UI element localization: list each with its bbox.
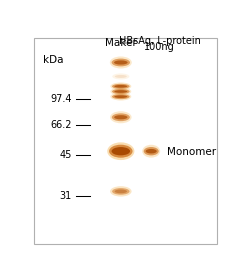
Ellipse shape [112, 73, 129, 80]
Ellipse shape [146, 149, 157, 153]
Ellipse shape [112, 113, 130, 121]
Ellipse shape [110, 186, 132, 197]
Ellipse shape [111, 147, 130, 155]
Text: HBsAg, L-protein: HBsAg, L-protein [119, 36, 201, 46]
Ellipse shape [142, 145, 160, 158]
Ellipse shape [110, 93, 131, 100]
Ellipse shape [114, 90, 127, 93]
Ellipse shape [110, 88, 131, 95]
Ellipse shape [114, 85, 127, 88]
Text: 66.2: 66.2 [50, 120, 72, 130]
Text: kDa: kDa [43, 55, 64, 65]
Ellipse shape [115, 75, 127, 78]
Text: Maker: Maker [105, 38, 137, 48]
Ellipse shape [144, 147, 159, 155]
Ellipse shape [110, 111, 132, 123]
Text: 45: 45 [59, 150, 72, 160]
Text: 31: 31 [59, 191, 72, 201]
Text: 100ng: 100ng [144, 42, 175, 52]
Ellipse shape [112, 84, 130, 89]
Ellipse shape [114, 115, 127, 119]
Ellipse shape [110, 56, 132, 69]
Ellipse shape [114, 95, 127, 98]
Ellipse shape [112, 59, 130, 66]
Ellipse shape [115, 189, 127, 193]
Ellipse shape [110, 83, 131, 90]
Ellipse shape [112, 188, 130, 195]
Ellipse shape [107, 142, 135, 160]
Ellipse shape [109, 145, 133, 158]
Ellipse shape [114, 60, 128, 64]
Text: Monomer: Monomer [167, 147, 216, 157]
Text: 97.4: 97.4 [50, 94, 72, 104]
Ellipse shape [112, 94, 130, 99]
Ellipse shape [112, 89, 130, 94]
